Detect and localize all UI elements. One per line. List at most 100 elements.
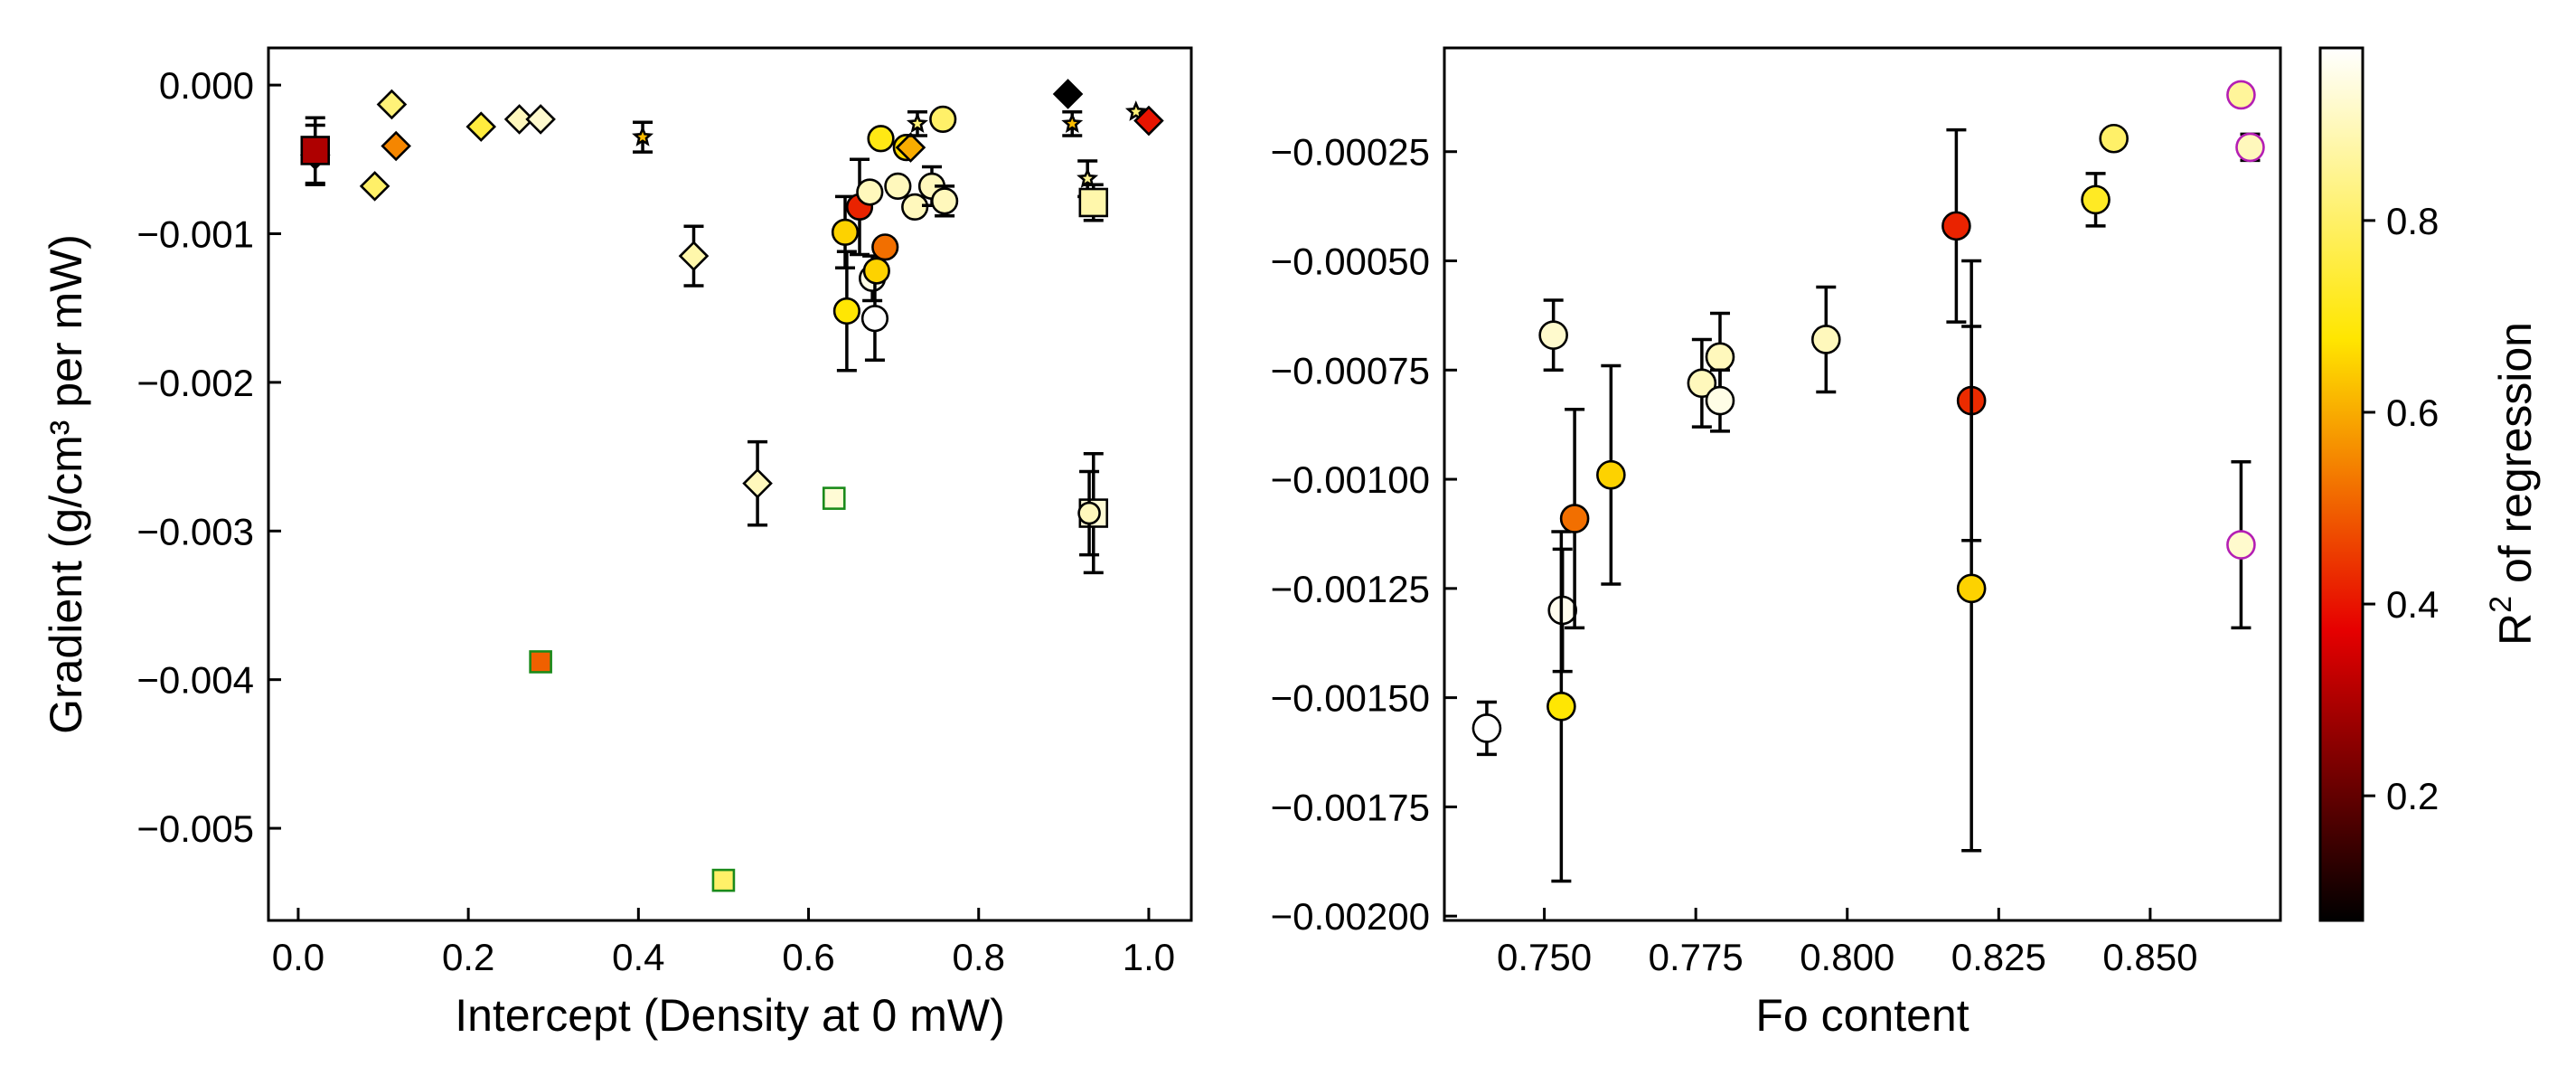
square-marker bbox=[711, 868, 736, 892]
data-point bbox=[2081, 172, 2111, 228]
left-scatter-panel: 0.0 0.2 0.4 0.6 0.8 1.0 0.000 −0.001 −0.002 −0.00… bbox=[41, 46, 1193, 1041]
circle-marker bbox=[831, 218, 860, 246]
data-point bbox=[931, 184, 959, 218]
circle-marker bbox=[1705, 342, 1735, 373]
left-plot-frame bbox=[267, 46, 1193, 922]
data-point bbox=[1687, 337, 1717, 429]
colorbar-label: R2 of regression bbox=[2484, 322, 2541, 646]
diamond-marker bbox=[742, 467, 773, 499]
colorbar-tick-label: 0.2 bbox=[2386, 775, 2439, 817]
data-point bbox=[856, 178, 884, 206]
data-point bbox=[871, 233, 899, 261]
circle-marker bbox=[1547, 691, 1576, 722]
right-x-axis-label: Fo content bbox=[1755, 990, 1969, 1041]
right-ticks: 0.750 0.775 0.800 0.825 0.850 −0.00025 −0.0005… bbox=[1271, 131, 2198, 978]
diamond-marker bbox=[525, 104, 556, 135]
circle-marker bbox=[1077, 501, 1101, 525]
data-point bbox=[465, 111, 497, 142]
circle-marker bbox=[931, 187, 959, 215]
data-point bbox=[822, 486, 846, 510]
x-tick-label: 0.4 bbox=[612, 936, 664, 978]
data-point bbox=[525, 104, 556, 135]
data-point bbox=[742, 439, 773, 527]
circle-marker bbox=[1471, 713, 1502, 743]
data-point bbox=[359, 171, 390, 202]
data-point bbox=[862, 257, 890, 285]
left-y-axis-label: Gradient (g/cm³ per mW) bbox=[41, 234, 91, 734]
square-marker bbox=[822, 486, 846, 510]
colorbar-label-sup: 2 bbox=[2484, 596, 2518, 613]
data-point bbox=[2235, 132, 2265, 163]
x-tick-label: 0.825 bbox=[1951, 936, 2046, 978]
y-tick-label: −0.002 bbox=[136, 362, 254, 404]
x-tick-label: 1.0 bbox=[1123, 936, 1175, 978]
data-point bbox=[1061, 109, 1084, 137]
circle-marker bbox=[1559, 504, 1590, 533]
circle-marker bbox=[871, 233, 899, 261]
star-marker bbox=[632, 126, 654, 146]
circle-marker bbox=[929, 105, 957, 134]
x-tick-label: 0.8 bbox=[953, 936, 1005, 978]
data-point bbox=[1559, 408, 1590, 630]
x-tick-label: 0.750 bbox=[1497, 936, 1592, 978]
y-tick-label: −0.00025 bbox=[1271, 131, 1430, 174]
colorbar-tick-label: 0.4 bbox=[2386, 583, 2439, 626]
circle-marker bbox=[860, 305, 889, 333]
diamond-marker bbox=[895, 132, 926, 163]
y-tick-label: −0.00075 bbox=[1271, 349, 1430, 392]
x-tick-label: 0.775 bbox=[1649, 936, 1744, 978]
square-marker bbox=[1078, 187, 1109, 218]
star-marker bbox=[906, 112, 928, 134]
y-tick-label: −0.00150 bbox=[1271, 677, 1430, 720]
circle-marker bbox=[1941, 211, 1971, 241]
y-tick-label: −0.00125 bbox=[1271, 568, 1430, 610]
colorbar-tick-label: 0.6 bbox=[2386, 392, 2439, 434]
circle-marker bbox=[2226, 80, 2256, 110]
colorbar-label-r: R bbox=[2490, 613, 2541, 646]
circle-marker bbox=[1956, 573, 1987, 604]
data-point bbox=[1596, 363, 1626, 586]
data-point bbox=[1052, 79, 1084, 109]
y-tick-label: −0.00175 bbox=[1271, 786, 1430, 828]
left-data-points bbox=[299, 79, 1164, 892]
diamond-marker bbox=[376, 89, 408, 120]
y-tick-label: 0.000 bbox=[159, 64, 254, 107]
data-point bbox=[381, 130, 411, 162]
data-point bbox=[1078, 183, 1109, 222]
circle-marker bbox=[2226, 530, 2256, 560]
right-data-points bbox=[1471, 80, 2265, 883]
colorbar-tick-label: 0.8 bbox=[2386, 200, 2439, 242]
data-point bbox=[832, 250, 860, 373]
data-point bbox=[1956, 325, 1987, 853]
star-marker bbox=[1061, 112, 1084, 134]
data-point bbox=[376, 89, 408, 120]
colorbar-bar bbox=[2318, 46, 2364, 922]
y-tick-label: −0.00200 bbox=[1271, 895, 1430, 938]
y-tick-label: −0.005 bbox=[136, 807, 254, 850]
circle-marker bbox=[1687, 368, 1717, 399]
y-tick-label: −0.00050 bbox=[1271, 241, 1430, 283]
data-point bbox=[1471, 700, 1502, 757]
data-point bbox=[2226, 459, 2256, 630]
right-scatter-panel: 0.750 0.775 0.800 0.825 0.850 −0.00025 −0.0005… bbox=[1271, 46, 2282, 1041]
colorbar-label-suffix: of regression bbox=[2490, 322, 2541, 596]
diamond-marker bbox=[503, 104, 535, 135]
circle-marker bbox=[1810, 325, 1841, 354]
diamond-marker bbox=[381, 130, 411, 162]
data-point bbox=[1705, 368, 1735, 433]
data-point bbox=[678, 224, 710, 288]
data-point bbox=[906, 109, 928, 137]
data-point bbox=[1077, 469, 1101, 557]
x-tick-label: 0.850 bbox=[2102, 936, 2197, 978]
data-point bbox=[711, 868, 736, 892]
circle-marker bbox=[884, 172, 912, 200]
square-marker bbox=[529, 650, 552, 674]
data-point bbox=[929, 105, 957, 134]
data-point bbox=[1547, 530, 1576, 883]
y-tick-label: −0.003 bbox=[136, 510, 254, 552]
diamond-marker bbox=[359, 171, 390, 202]
x-tick-label: 0.800 bbox=[1800, 936, 1894, 978]
circle-marker bbox=[2081, 184, 2111, 215]
circle-marker bbox=[1705, 385, 1735, 416]
